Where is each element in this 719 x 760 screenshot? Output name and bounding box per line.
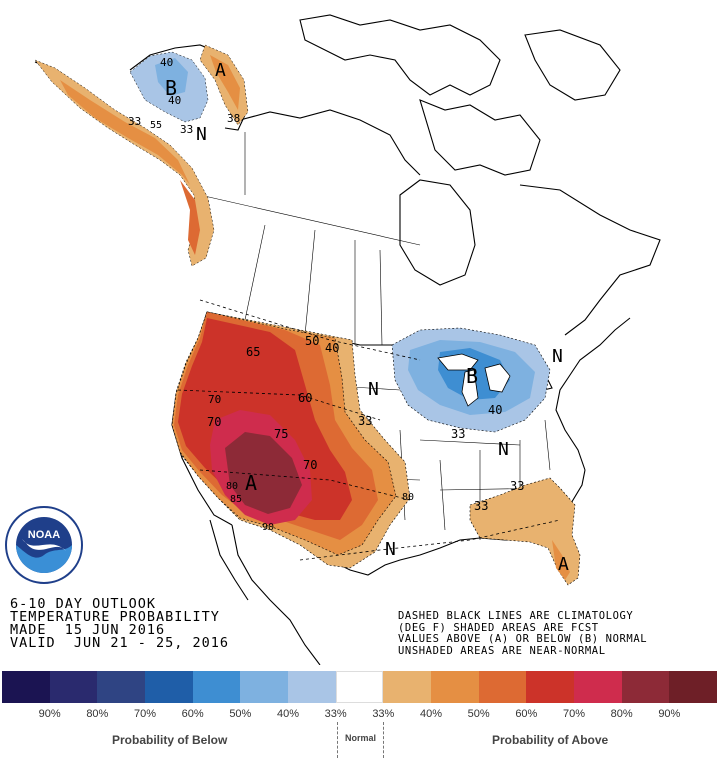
se-above-33 [469, 477, 581, 586]
label-gl-B: B [466, 364, 478, 388]
note-line-1: DASHED BLACK LINES ARE CLIMATOLOGY [398, 610, 634, 622]
noaa-logo-text: NOAA [28, 529, 60, 541]
legend-label-5: 40% [276, 708, 300, 720]
legend-label-6: 33% [324, 708, 347, 720]
label-nw-65: 65 [246, 345, 260, 359]
legend-swatch-5 [240, 671, 289, 703]
legend-swatch-4 [192, 671, 241, 703]
legend-swatch-8 [383, 671, 432, 703]
label-mid-60: 60 [298, 391, 312, 405]
legend-label-7: 33% [372, 708, 395, 720]
probability-legend [2, 671, 718, 703]
label-plains-33: 33 [358, 414, 372, 428]
legend-swatch-2 [97, 671, 146, 703]
great-lakes [437, 353, 511, 407]
map-labels: B A N 40 40 33 55 33 38 A 65 50 40 60 70… [128, 56, 569, 575]
label-tx-80: 80 [402, 492, 414, 503]
legend-label-2: 70% [133, 708, 157, 720]
label-ak-33b: 33 [180, 123, 193, 136]
label-oh-N: N [498, 439, 509, 460]
note-line-2: (DEG F) SHADED AREAS ARE FCST [398, 621, 599, 634]
legend-swatch-3 [145, 671, 193, 703]
label-ak-55: 55 [150, 120, 162, 131]
valid-dates: VALID JUN 21 - 25, 2016 [10, 635, 230, 651]
label-sw-85: 85 [230, 494, 242, 505]
legend-swatch-10 [478, 671, 527, 703]
above-caption: Probability of Above [492, 733, 609, 747]
legend-swatch-0 [2, 671, 50, 703]
label-gl-40: 40 [488, 403, 502, 417]
note-line-3: VALUES ABOVE (A) OR BELOW (B) NORMAL [398, 633, 648, 645]
outlook-subtitle: TEMPERATURE PROBABILITY [10, 609, 220, 625]
label-c-70: 70 [303, 458, 317, 472]
map-notes: DASHED BLACK LINES ARE CLIMATOLOGY (DEG … [398, 610, 648, 657]
outlook-title-block: 6-10 DAY OUTLOOK TEMPERATURE PROBABILITY… [10, 596, 230, 651]
outlook-title: 6-10 DAY OUTLOOK [10, 596, 157, 612]
legend-label-0: 90% [38, 708, 61, 720]
below-caption: Probability of Below [112, 733, 228, 747]
legend-swatch-9 [431, 671, 479, 703]
label-sw-80: 80 [226, 481, 238, 492]
normal-caption: Normal [345, 733, 377, 743]
label-alaska-A: A [215, 60, 226, 81]
legend-label-3: 60% [181, 708, 204, 720]
west-above-80 [225, 432, 302, 514]
label-mt-50: 50 [305, 334, 319, 348]
label-tx-N: N [385, 539, 396, 560]
legend-swatch-1 [49, 671, 98, 703]
label-sw-90: 90 [262, 522, 274, 533]
above-normal-areas [34, 44, 581, 586]
legend-labels: 90% 80% 70% 60% 50% 40% 33% 33% 40% 50% 60% 70% 80% 9… [2, 708, 717, 722]
legend-swatch-6 [288, 671, 336, 703]
label-ak-38: 38 [227, 112, 240, 125]
legend-label-1: 80% [86, 708, 109, 720]
label-mt-40: 40 [325, 341, 339, 355]
label-ne-N: N [552, 346, 563, 367]
label-ak-33: 33 [128, 115, 141, 128]
label-alaska-N: N [196, 124, 207, 145]
legend-label-8: 40% [419, 708, 443, 720]
legend-swatch-11 [526, 671, 575, 703]
label-fl-A: A [558, 554, 569, 575]
label-ak-40a: 40 [160, 56, 173, 69]
outlook-map: B A N 40 40 33 55 33 38 A 65 50 40 60 70… [34, 14, 661, 665]
label-se-33b: 33 [510, 479, 524, 493]
legend-divider-right [383, 722, 384, 758]
label-west-A: A [245, 471, 257, 495]
label-se-33a: 33 [474, 499, 488, 513]
label-nw-70: 70 [208, 393, 221, 406]
legend-label-9: 50% [467, 708, 490, 720]
legend-swatch-13 [621, 671, 670, 703]
note-line-4: UNSHADED AREAS ARE NEAR-NORMAL [398, 644, 606, 657]
noaa-logo: NOAA [4, 505, 84, 585]
label-sw-75: 75 [274, 427, 288, 441]
legend-swatch-7 [335, 671, 384, 703]
legend-label-13: 90% [658, 708, 681, 720]
legend-divider-left [337, 722, 338, 758]
label-ak-40b: 40 [168, 94, 181, 107]
legend-label-12: 80% [610, 708, 633, 720]
climatology-lines [177, 299, 561, 561]
label-gl-33: 33 [451, 427, 465, 441]
label-alaska-B: B [165, 76, 177, 100]
made-date: MADE 15 JUN 2016 [10, 622, 166, 638]
label-sw-70: 70 [207, 415, 221, 429]
legend-swatch-12 [574, 671, 622, 703]
legend-label-10: 60% [515, 708, 538, 720]
legend-label-11: 70% [562, 708, 586, 720]
label-plains-N: N [368, 379, 379, 400]
legend-swatch-14 [669, 671, 718, 703]
legend-label-4: 50% [229, 708, 252, 720]
